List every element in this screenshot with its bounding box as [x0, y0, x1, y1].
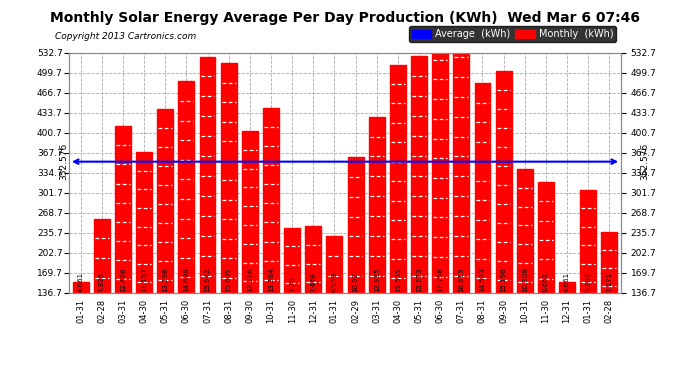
Bar	[368, 117, 384, 375]
Text: 352.576: 352.576	[59, 143, 68, 180]
Text: 7.448: 7.448	[310, 272, 316, 292]
Bar	[580, 190, 596, 375]
Bar	[221, 63, 237, 375]
Bar	[602, 232, 618, 375]
Text: Copyright 2013 Cartronics.com: Copyright 2013 Cartronics.com	[55, 32, 197, 41]
Bar	[326, 236, 342, 375]
Text: 4.661: 4.661	[78, 272, 83, 292]
Text: 15.605: 15.605	[226, 267, 232, 292]
Text: 16.915: 16.915	[458, 267, 464, 292]
Text: 17.758: 17.758	[437, 267, 443, 292]
Text: 7.38: 7.38	[289, 276, 295, 292]
Bar	[179, 81, 195, 375]
Bar	[94, 219, 110, 375]
Text: 15.535: 15.535	[395, 267, 401, 292]
Text: 13.384: 13.384	[268, 267, 274, 292]
Bar	[517, 169, 533, 375]
Text: 15.942: 15.942	[204, 267, 210, 292]
Bar	[157, 110, 173, 375]
Text: 12.216: 12.216	[247, 267, 253, 292]
Bar	[559, 282, 575, 375]
Bar	[136, 152, 152, 375]
Bar	[242, 131, 258, 375]
Text: 15.973: 15.973	[416, 267, 422, 292]
Text: 11.157: 11.157	[141, 267, 147, 292]
Text: 10.92: 10.92	[353, 272, 359, 292]
Bar	[453, 37, 469, 375]
Bar	[348, 157, 364, 375]
Text: 15.196: 15.196	[501, 267, 506, 292]
Text: 9.661: 9.661	[543, 272, 549, 292]
Bar	[199, 57, 215, 375]
Bar	[538, 182, 554, 375]
Text: 7.171: 7.171	[607, 272, 612, 292]
Text: 12.466: 12.466	[120, 267, 126, 292]
Text: 13.296: 13.296	[162, 267, 168, 292]
Bar	[475, 84, 491, 375]
Text: 10.309: 10.309	[522, 267, 528, 292]
Text: 14.698: 14.698	[184, 267, 189, 292]
Text: 12.935: 12.935	[374, 267, 380, 292]
Text: 7.825: 7.825	[99, 272, 105, 292]
Text: 14.593: 14.593	[480, 267, 486, 292]
Text: 9.287: 9.287	[585, 272, 591, 292]
Text: 352.576: 352.576	[641, 143, 650, 180]
Text: 4.661: 4.661	[564, 272, 570, 292]
Text: 6.959: 6.959	[331, 272, 337, 292]
Bar	[115, 126, 131, 375]
Legend: Average  (kWh), Monthly  (kWh): Average (kWh), Monthly (kWh)	[409, 26, 616, 42]
Bar	[411, 56, 427, 375]
Bar	[432, 20, 448, 375]
Bar	[390, 64, 406, 375]
Bar	[306, 226, 322, 375]
Bar	[72, 282, 88, 375]
Bar	[495, 71, 511, 375]
Text: Monthly Solar Energy Average Per Day Production (KWh)  Wed Mar 6 07:46: Monthly Solar Energy Average Per Day Pro…	[50, 11, 640, 25]
Bar	[284, 228, 300, 375]
Bar	[263, 108, 279, 375]
